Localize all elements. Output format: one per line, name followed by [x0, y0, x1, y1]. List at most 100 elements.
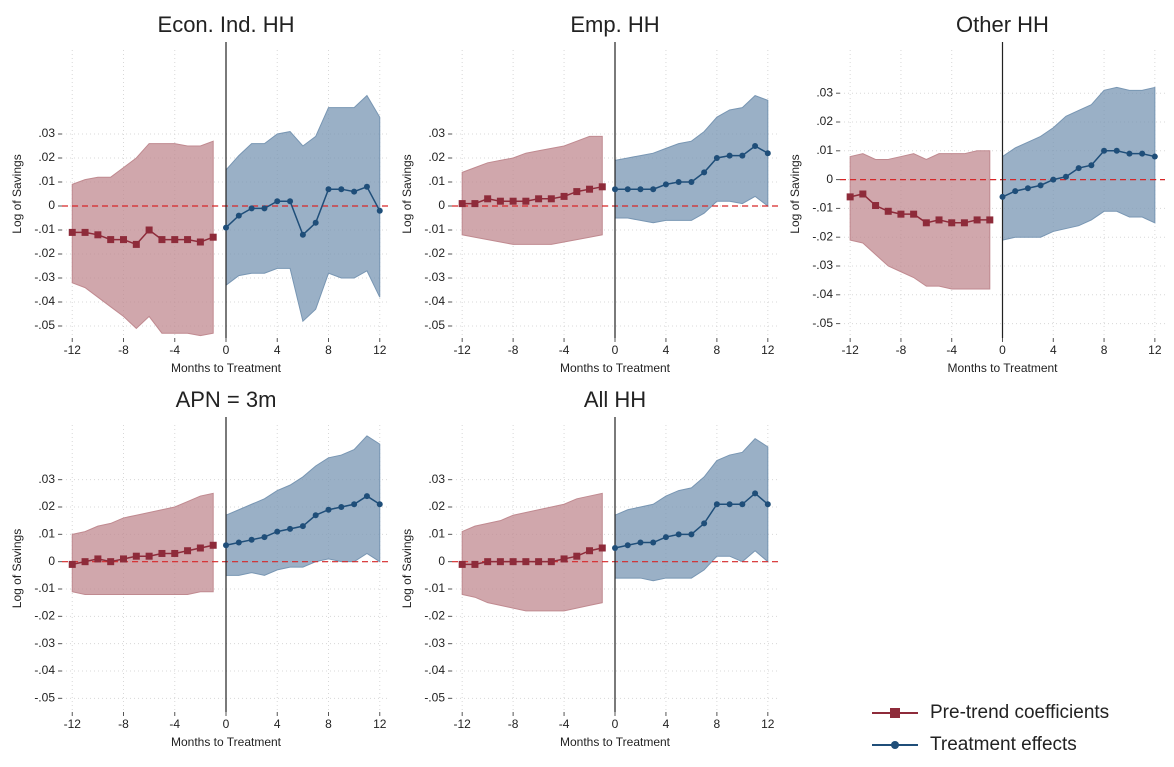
marker — [897, 210, 905, 218]
marker — [859, 190, 867, 198]
marker — [662, 181, 669, 188]
y-tick-label: -.03 — [424, 636, 445, 650]
marker — [973, 216, 981, 224]
marker — [872, 202, 880, 210]
marker — [846, 193, 854, 201]
marker — [662, 534, 669, 541]
marker — [94, 555, 102, 563]
marker — [701, 520, 708, 527]
y-tick-label: -.05 — [34, 318, 55, 332]
y-tick-label: -.02 — [812, 229, 833, 243]
x-tick-label: -12 — [454, 343, 472, 357]
marker — [158, 549, 166, 557]
x-tick-label: 8 — [714, 343, 721, 357]
marker — [948, 219, 956, 227]
panel-title: All HH — [584, 387, 646, 412]
legend-label: Treatment effects — [930, 734, 1077, 755]
x-tick-label: 12 — [373, 717, 387, 731]
marker — [312, 219, 319, 226]
marker — [713, 501, 720, 508]
marker — [935, 216, 943, 224]
marker — [1139, 150, 1146, 157]
marker — [132, 552, 140, 560]
marker — [81, 558, 89, 566]
marker — [171, 236, 179, 244]
y-tick-label: -.05 — [34, 691, 55, 705]
x-tick-label: -8 — [896, 343, 907, 357]
marker — [675, 179, 682, 185]
x-tick-label: -12 — [64, 343, 82, 357]
y-tick-label: -.01 — [812, 201, 833, 215]
marker — [560, 555, 568, 563]
marker — [376, 207, 383, 214]
marker — [107, 236, 115, 244]
confidence-band — [225, 94, 381, 323]
marker — [274, 198, 281, 205]
marker — [261, 205, 268, 212]
legend: Pre-trend coefficients Treatment effects — [872, 702, 1109, 755]
marker — [1050, 176, 1057, 183]
marker — [299, 523, 306, 530]
y-tick-label: 0 — [48, 198, 55, 212]
marker — [764, 150, 771, 157]
marker — [158, 236, 166, 244]
marker — [688, 179, 695, 185]
marker — [287, 525, 294, 532]
marker — [560, 192, 568, 200]
x-tick-label: -4 — [946, 343, 957, 357]
confidence-band — [614, 95, 769, 224]
confidence-band — [614, 438, 769, 582]
x-tick-label: 8 — [325, 717, 332, 731]
marker — [223, 542, 229, 549]
x-axis-label: Months to Treatment — [171, 735, 282, 749]
marker — [675, 531, 682, 538]
marker — [363, 183, 370, 190]
marker — [196, 544, 204, 552]
x-tick-label: 4 — [1050, 343, 1057, 357]
y-tick-label: 0 — [826, 172, 833, 186]
x-tick-label: 4 — [663, 717, 670, 731]
y-tick-label: -.04 — [34, 663, 55, 677]
marker — [363, 493, 370, 500]
marker — [458, 560, 466, 568]
marker — [884, 207, 892, 215]
marker — [598, 183, 606, 191]
x-tick-label: 12 — [1148, 343, 1162, 357]
marker — [612, 545, 618, 551]
marker — [1101, 147, 1108, 154]
x-tick-label: 4 — [274, 717, 281, 731]
x-tick-label: 8 — [325, 343, 332, 357]
marker — [764, 501, 771, 508]
marker — [351, 188, 358, 195]
marker — [376, 501, 383, 508]
x-tick-label: 4 — [663, 343, 670, 357]
x-tick-label: -8 — [118, 343, 129, 357]
y-axis-label: Log of Savings — [788, 154, 802, 233]
y-tick-label: -.02 — [424, 609, 445, 623]
x-tick-label: 0 — [223, 717, 230, 731]
marker — [509, 558, 517, 566]
y-tick-label: .02 — [428, 499, 445, 513]
marker — [522, 197, 530, 205]
marker — [573, 188, 581, 196]
y-tick-label: 0 — [438, 198, 445, 212]
y-tick-label: .01 — [428, 174, 445, 188]
y-tick-label: -.04 — [424, 294, 445, 308]
marker — [701, 169, 708, 176]
panel-title: APN = 3m — [176, 387, 277, 412]
y-tick-label: -.03 — [34, 270, 55, 284]
confidence-band — [225, 435, 381, 576]
y-tick-label: -.01 — [424, 581, 445, 595]
confidence-band — [71, 140, 214, 337]
confidence-band — [71, 492, 214, 595]
x-tick-label: 8 — [714, 717, 721, 731]
marker — [325, 186, 332, 193]
marker — [248, 205, 255, 212]
marker — [1151, 153, 1158, 160]
marker — [94, 231, 102, 239]
x-tick-label: -4 — [169, 717, 180, 731]
marker — [1062, 173, 1069, 180]
marker — [496, 197, 504, 205]
y-tick-label: .03 — [38, 472, 55, 486]
